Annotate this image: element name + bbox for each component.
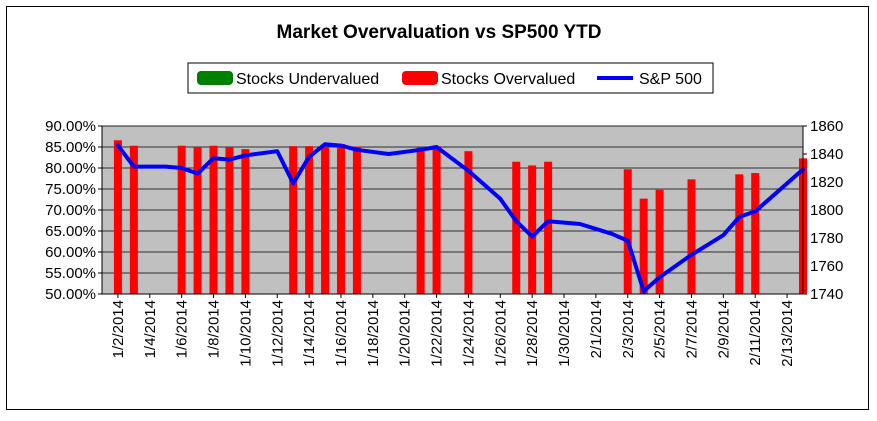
x-tick-label: 1/20/2014 [397, 300, 414, 367]
y-right-tick-label: 1840 [810, 146, 843, 163]
x-tick-label: 1/10/2014 [237, 300, 254, 367]
x-tick-label: 1/4/2014 [142, 300, 159, 358]
x-tick-label: 2/1/2014 [588, 300, 605, 358]
bar-overvalued [209, 145, 218, 294]
legend-label: Stocks Undervalued [236, 71, 379, 88]
bar-overvalued [512, 161, 521, 294]
x-tick-label: 1/2/2014 [110, 300, 127, 358]
y-right-tick-label: 1860 [810, 118, 843, 135]
x-tick-label: 1/28/2014 [524, 300, 541, 367]
bar-overvalued [225, 147, 234, 294]
bar-overvalued [623, 169, 632, 294]
x-tick-label: 2/11/2014 [747, 300, 764, 366]
x-tick-label: 1/16/2014 [333, 300, 350, 367]
y-left-tick-label: 50.00% [45, 286, 96, 303]
sp500-line [115, 142, 805, 294]
x-tick-label: 1/14/2014 [301, 300, 318, 367]
x-tick-label: 2/7/2014 [683, 300, 700, 358]
y-left-tick-label: 85.00% [45, 139, 96, 156]
y-left-tick-label: 75.00% [45, 181, 96, 198]
y-left-tick-label: 80.00% [45, 160, 96, 177]
legend-label: S&P 500 [639, 71, 702, 88]
legend-label: Stocks Overvalued [441, 71, 575, 88]
bar-overvalued [129, 145, 138, 294]
x-tick-label: 1/18/2014 [365, 300, 382, 367]
bar-overvalued [528, 165, 537, 294]
y-left-tick-label: 55.00% [45, 265, 96, 282]
x-tick-label: 1/26/2014 [492, 300, 509, 367]
y-left-tick-label: 60.00% [45, 244, 96, 261]
y-right-tick-label: 1760 [810, 258, 843, 275]
y-right-tick-label: 1780 [810, 230, 843, 247]
x-tick-label: 1/22/2014 [429, 300, 446, 367]
x-tick-label: 1/24/2014 [460, 300, 477, 367]
legend-swatch-overvalued [402, 71, 438, 85]
x-tick-label: 2/13/2014 [779, 300, 796, 367]
bar-overvalued [113, 140, 122, 294]
bar-overvalued [655, 189, 664, 294]
bar-overvalued [241, 149, 250, 294]
bar-overvalued [464, 151, 473, 294]
bar-overvalued [177, 145, 186, 294]
bar-overvalued [751, 173, 760, 294]
bar-overvalued [432, 146, 441, 294]
bar-overvalued [321, 147, 330, 294]
y-right-tick-label: 1740 [810, 286, 843, 303]
bar-overvalued [352, 146, 361, 294]
y-left-tick-label: 65.00% [45, 223, 96, 240]
bar-overvalued [639, 198, 648, 294]
x-tick-label: 1/30/2014 [556, 300, 573, 367]
y-left-tick-label: 70.00% [45, 202, 96, 219]
bar-overvalued [289, 146, 298, 294]
y-right-tick-label: 1800 [810, 202, 843, 219]
y-right-tick-label: 1820 [810, 174, 843, 191]
legend-swatch-undervalued [197, 71, 233, 85]
bar-overvalued [735, 174, 744, 294]
bar-overvalued [193, 147, 202, 294]
x-tick-label: 1/6/2014 [174, 300, 191, 358]
x-tick-label: 2/9/2014 [715, 300, 732, 358]
plot-area: 50.00% 55.00% 60.00% 65.00% 70.00% 75.00% 80.0… [45, 118, 843, 367]
x-tick-label: 1/12/2014 [269, 300, 286, 367]
bar-overvalued [416, 147, 425, 294]
bar-overvalued [544, 161, 553, 294]
legend: Stocks Undervalued Stocks Overvalued S&P 5… [187, 62, 714, 94]
bar-overvalued [687, 179, 696, 294]
bar-overvalued [305, 146, 314, 294]
chart-title: Market Overvaluation vs SP500 YTD [277, 22, 602, 43]
x-tick-label: 2/5/2014 [652, 300, 669, 358]
x-tick-label: 1/8/2014 [206, 300, 223, 358]
bar-overvalued [336, 144, 345, 294]
x-tick-label: 2/3/2014 [620, 300, 637, 358]
y-left-tick-label: 90.00% [45, 118, 96, 135]
